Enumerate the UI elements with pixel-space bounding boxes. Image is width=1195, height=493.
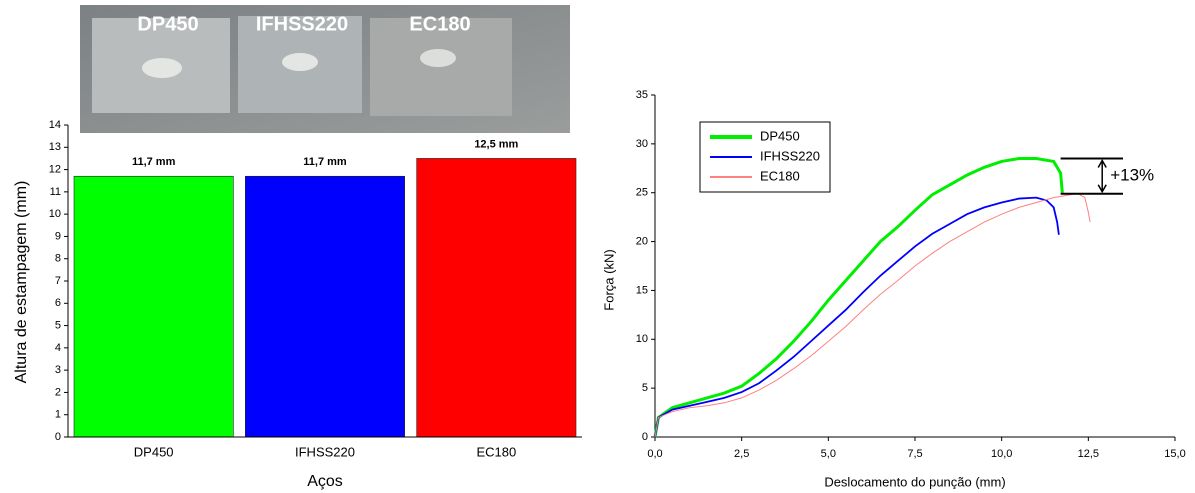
bar bbox=[416, 158, 577, 438]
x-axis-label: Deslocamento do punção (mm) bbox=[824, 474, 1005, 489]
dome bbox=[142, 58, 182, 78]
y-tick-label: 10 bbox=[49, 208, 61, 220]
photo-label: IFHSS220 bbox=[256, 13, 348, 35]
x-axis-label: Aços bbox=[307, 473, 343, 490]
x-tick-label: 0,0 bbox=[647, 448, 662, 460]
y-axis-label: Força (kN) bbox=[601, 249, 616, 310]
legend-label: IFHSS220 bbox=[760, 148, 820, 163]
y-tick-label: 5 bbox=[55, 319, 61, 331]
photo-label: EC180 bbox=[409, 13, 470, 35]
y-tick-label: 0 bbox=[55, 431, 61, 443]
y-tick-label: 6 bbox=[55, 297, 61, 309]
y-tick-label: 11 bbox=[50, 186, 61, 198]
y-tick-label: 9 bbox=[55, 230, 61, 242]
x-tick-label: 12,5 bbox=[1078, 448, 1099, 460]
x-tick-label: 5,0 bbox=[821, 448, 836, 460]
value-label: 11,7 mm bbox=[132, 156, 176, 168]
y-tick-label: 12 bbox=[49, 163, 61, 175]
dome bbox=[420, 49, 456, 67]
y-tick-label: 4 bbox=[55, 342, 61, 354]
y-tick-label: 20 bbox=[636, 235, 648, 247]
legend-label: EC180 bbox=[760, 168, 800, 183]
x-tick-label: 7,5 bbox=[907, 448, 922, 460]
arrowhead bbox=[1097, 159, 1107, 168]
series-line bbox=[653, 157, 1064, 438]
y-tick-label: 10 bbox=[636, 333, 648, 345]
x-tick-label: EC180 bbox=[476, 444, 516, 459]
bar bbox=[245, 175, 405, 438]
x-tick-label: 10,0 bbox=[991, 448, 1012, 460]
y-tick-label: 35 bbox=[636, 89, 648, 101]
y-tick-label: 15 bbox=[636, 284, 648, 296]
y-tick-label: 1 bbox=[55, 409, 61, 421]
y-tick-label: 25 bbox=[636, 187, 648, 199]
y-axis-label: Altura de estampagem (mm) bbox=[13, 181, 30, 384]
y-tick-label: 7 bbox=[55, 275, 61, 287]
y-tick-label: 0 bbox=[642, 431, 648, 443]
dome bbox=[282, 53, 318, 71]
series-line bbox=[654, 196, 1060, 438]
x-tick-label: IFHSS220 bbox=[295, 444, 355, 459]
x-tick-label: 15,0 bbox=[1164, 448, 1185, 460]
value-label: 11,7 mm bbox=[303, 156, 347, 168]
series-line bbox=[654, 193, 1091, 438]
annotation: +13% bbox=[1110, 166, 1154, 185]
y-tick-label: 13 bbox=[49, 141, 61, 153]
x-tick-label: DP450 bbox=[134, 444, 174, 459]
value-label: 12,5 mm bbox=[474, 138, 518, 150]
arrowhead bbox=[1097, 184, 1107, 194]
photo: DP450 IFHSS220 EC180 bbox=[80, 5, 570, 133]
y-tick-label: 5 bbox=[642, 382, 648, 394]
y-tick-label: 8 bbox=[55, 253, 61, 265]
legend: DP450 IFHSS220 EC180 bbox=[699, 121, 831, 193]
bar bbox=[73, 175, 234, 438]
legend-label: DP450 bbox=[760, 128, 800, 143]
sample-plate bbox=[370, 18, 512, 116]
photo-label: DP450 bbox=[137, 13, 198, 35]
y-tick-label: 2 bbox=[55, 386, 61, 398]
x-tick-label: 2,5 bbox=[734, 448, 749, 460]
y-tick-label: 3 bbox=[55, 364, 61, 376]
y-tick-label: 30 bbox=[636, 138, 648, 150]
y-tick-label: 14 bbox=[49, 119, 61, 131]
